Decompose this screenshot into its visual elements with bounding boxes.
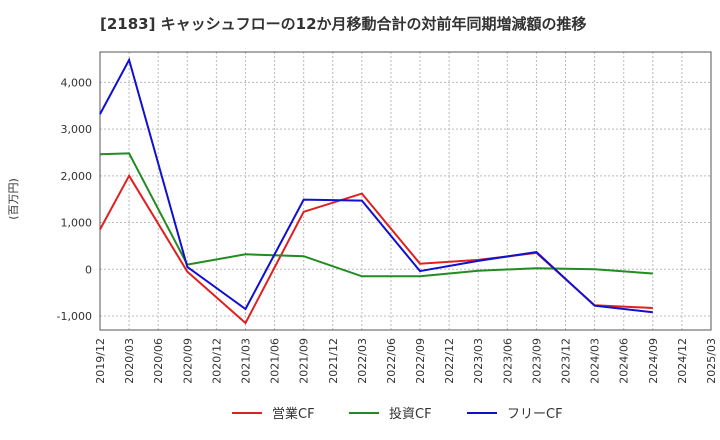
x-tick-label: 2021/12 xyxy=(327,338,340,384)
x-tick-label: 2019/12 xyxy=(94,338,107,384)
x-tick-label: 2025/03 xyxy=(705,338,718,384)
x-tick-label: 2023/12 xyxy=(560,338,573,384)
y-tick-label: -1,000 xyxy=(57,310,92,323)
x-tick-label: 2023/06 xyxy=(501,338,514,384)
x-tick-label: 2022/03 xyxy=(356,338,369,384)
legend-label-3: フリーCF xyxy=(507,407,563,422)
y-tick-label: 0 xyxy=(85,263,92,276)
x-tick-label: 2024/06 xyxy=(618,338,631,384)
x-tick-label: 2020/03 xyxy=(123,338,136,384)
x-tick-label: 2023/03 xyxy=(472,338,485,384)
series-lines xyxy=(99,57,653,325)
y-tick-label: 1,000 xyxy=(61,217,93,230)
legend-label-2: 投資CF xyxy=(389,406,432,422)
x-tick-label: 2023/09 xyxy=(530,338,543,384)
x-tick-label: 2020/06 xyxy=(152,338,165,384)
legend-label-1: 営業CF xyxy=(272,406,315,422)
series-line-2 xyxy=(99,152,653,278)
x-tick-label: 2024/12 xyxy=(676,338,689,384)
x-tick-label: 2024/03 xyxy=(589,338,602,384)
grid-lines xyxy=(99,52,712,330)
x-tick-label: 2022/09 xyxy=(414,338,427,384)
x-tick-labels: 2019/12 2020/03 2020/06 2020/09 2020/12 2021/… xyxy=(94,338,718,384)
plot-frame xyxy=(99,51,712,331)
x-tick-label: 2021/06 xyxy=(269,338,282,384)
x-tick-label: 2022/12 xyxy=(443,338,456,384)
y-tick-label: 4,000 xyxy=(61,76,93,89)
y-axis-label: (百万円) xyxy=(7,178,20,220)
series-line-3 xyxy=(99,57,653,314)
y-tick-label: 2,000 xyxy=(61,170,93,183)
x-tick-label: 2021/09 xyxy=(298,338,311,384)
x-tick-label: 2020/12 xyxy=(210,338,223,384)
x-tick-label: 2020/09 xyxy=(181,338,194,384)
y-tick-labels: 4,000 3,000 2,000 1,000 0 -1,000 xyxy=(57,76,92,323)
legend: 営業CF 投資CF フリーCF xyxy=(232,406,563,422)
y-tick-label: 3,000 xyxy=(61,123,93,136)
x-tick-label: 2021/03 xyxy=(239,338,252,384)
x-tick-label: 2022/06 xyxy=(385,338,398,384)
x-tick-label: 2024/09 xyxy=(647,338,660,384)
chart-title: [2183] キャッシュフローの12か月移動合計の対前年同期増減額の推移 xyxy=(100,15,587,33)
